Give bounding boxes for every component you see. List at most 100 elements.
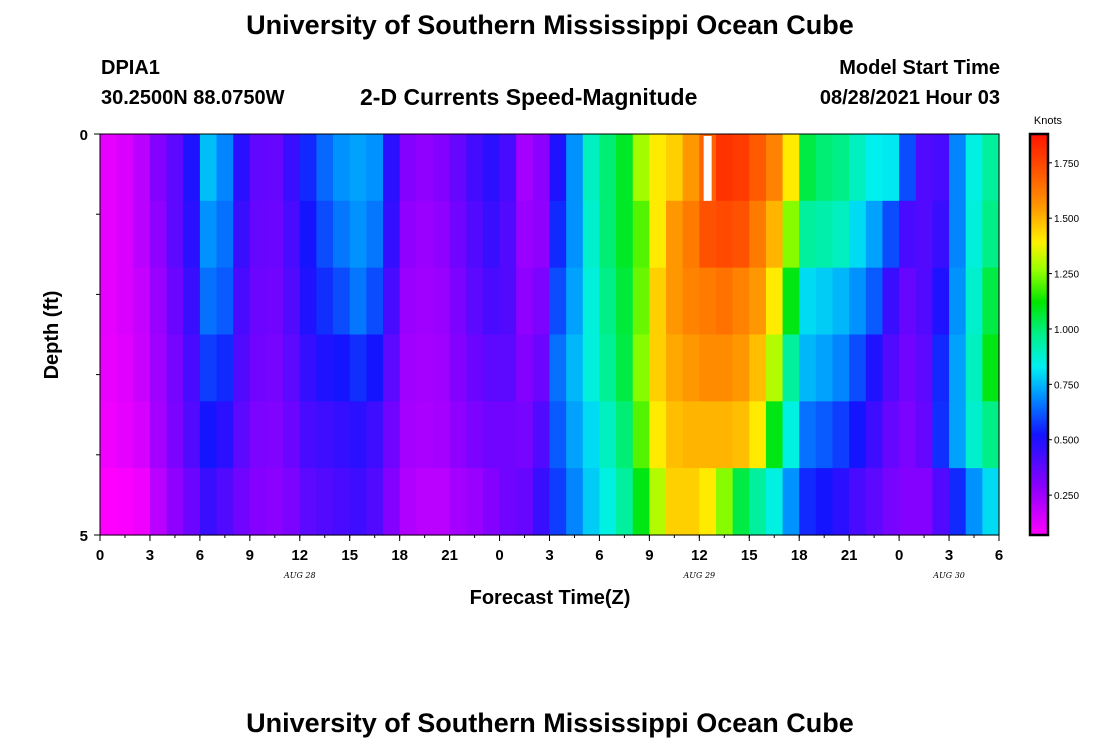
heatmap-cell [682,267,700,336]
x-tick-label: 12 [291,547,308,564]
heatmap-cell [416,134,434,202]
heatmap-cell [949,401,967,469]
heatmap-cell [715,200,734,269]
heatmap-cell [166,134,184,202]
heatmap-cell [749,468,767,536]
heatmap-cell [682,200,700,269]
heatmap-cell [965,134,983,202]
heatmap-cell [732,468,750,536]
heatmap-cell [199,468,218,536]
heatmap-cell [532,200,551,269]
heatmap-cell [449,134,467,202]
heatmap-cell [549,134,567,202]
heatmap-cell [249,134,268,202]
heatmap-cell [749,334,767,402]
heatmap-cell [799,468,817,536]
heatmap-cell [149,334,168,402]
heatmap-cell [616,468,634,536]
heatmap-cell [482,267,501,336]
heatmap-cell [782,134,800,202]
heatmap-cell [166,468,184,536]
heatmap-cell [100,134,118,202]
heatmap-cell [299,401,318,469]
heatmap-cell [499,401,517,469]
heatmap-cell [416,334,434,402]
heatmap-cell [799,134,817,202]
date-label: AUG 28 [283,571,316,580]
heatmap-cell [116,468,134,536]
heatmap-cell [915,468,934,536]
heatmap-cell [183,401,201,469]
heatmap-cell [865,267,884,336]
model-start-time: 08/28/2021 Hour 03 [819,87,1000,109]
heatmap-cell [283,401,301,469]
heatmap-cell [849,401,867,469]
heatmap-cell [765,134,784,202]
heatmap-cell [949,200,967,269]
heatmap-cell [732,401,750,469]
heatmap-cell [649,401,667,469]
station-coordinates: 30.2500N 88.0750W [101,87,285,109]
heatmap-cell [899,267,917,336]
heatmap-cell [782,334,800,402]
heatmap-cell [949,468,967,536]
heatmap-cell [516,334,534,402]
heatmap-cell [649,200,667,269]
heatmap-cell [616,334,634,402]
heatmap-cell [599,468,617,536]
heatmap-cell [383,468,401,536]
heatmap-cell [216,468,234,536]
heatmap-cell [832,267,850,336]
heatmap-cell [299,267,318,336]
heatmap-cell [815,267,834,336]
heatmap-cell [932,200,950,269]
heatmap-cell [582,134,601,202]
heatmap-cell [116,401,134,469]
y-tick-label: 0 [80,127,88,144]
heatmap-cell [499,134,517,202]
heatmap-cell [849,200,867,269]
x-tick-label: 6 [995,547,1003,564]
heatmap-cell [183,468,201,536]
heatmap-cell [116,267,134,336]
heatmap-cell [449,334,467,402]
heatmap-cell [149,134,168,202]
heatmap-cell [333,468,351,536]
heatmap-cell [199,200,218,269]
heatmap-cell [166,334,184,402]
heatmap-cell [532,468,551,536]
heatmap-cell [399,267,417,336]
x-tick-label: 9 [645,547,653,564]
heatmap-cell [183,134,201,202]
heatmap-cell [932,334,950,402]
heatmap-cell [599,334,617,402]
heatmap-cell [432,200,451,269]
heatmap-cell [233,200,251,269]
heatmap-cell [965,334,983,402]
heatmap-cell [732,334,750,402]
heatmap-cell [316,334,334,402]
heatmap-cell [549,468,567,536]
plot-subtitle: 2-D Currents Speed-Magnitude [360,84,698,110]
heatmap-cell [416,401,434,469]
heatmap-cell [316,134,334,202]
heatmap-cell [516,134,534,202]
heatmap-cell [316,401,334,469]
heatmap-cell [549,401,567,469]
heatmap-cell [616,200,634,269]
heatmap-cell [116,200,134,269]
heatmap-cell [699,468,717,536]
heatmap-cell [299,468,318,536]
heatmap-cell [333,200,351,269]
heatmap-cell [249,267,268,336]
heatmap-cell [333,134,351,202]
heatmap-cell [649,267,667,336]
heatmap-cell [882,200,900,269]
missing-data-cell [703,136,712,201]
heatmap-cell [333,401,351,469]
heatmap-cell [715,468,734,536]
heatmap-cell [266,267,284,336]
heatmap-cell [815,200,834,269]
heatmap-cell [799,401,817,469]
heatmap-cell [982,267,1000,336]
